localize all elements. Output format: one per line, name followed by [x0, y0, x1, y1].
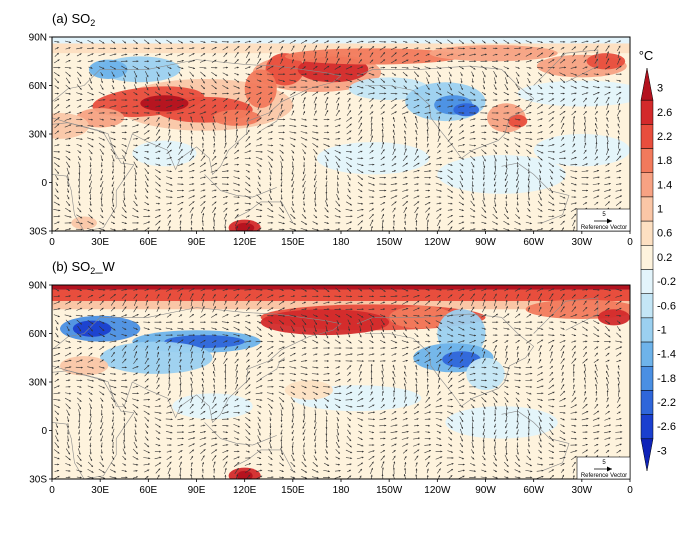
panel-a-lon-label: 150W	[376, 237, 403, 248]
svg-text:5: 5	[602, 212, 606, 218]
colorbar-label: 2.2	[657, 131, 672, 143]
colorbar-label: 0.2	[657, 252, 672, 264]
panel-a-lat-label: 90N	[29, 33, 47, 44]
panel-a-lon-label: 90E	[188, 237, 206, 248]
panel-a-lat-label: 30S	[29, 227, 47, 238]
colorbar-swatch	[640, 172, 654, 198]
panel-a-lon-label: 60E	[139, 237, 157, 248]
colorbar-swatch	[640, 390, 654, 415]
colorbar-swatch	[640, 366, 654, 391]
colorbar-label: 1.4	[657, 179, 672, 191]
colorbar-swatch	[640, 99, 654, 125]
svg-text:Reference Vector: Reference Vector	[581, 225, 627, 231]
colorbar-label: -3	[657, 445, 667, 457]
panel-a-lon-label: 120W	[424, 237, 451, 248]
colorbar-label: -2.6	[657, 421, 676, 433]
panel-a-lon-label: 180	[333, 237, 350, 248]
panel-a-lon-label: 30W	[572, 237, 593, 248]
colorbar-swatch	[640, 438, 654, 472]
panel-a-lon-label: 90W	[475, 237, 496, 248]
panel-b-title: (b) SO2_W	[52, 259, 116, 276]
panel-b-lon-label: 180	[333, 485, 350, 496]
colorbar-label: -2.2	[657, 397, 676, 409]
panel-b-lon-label: 120W	[424, 485, 451, 496]
colorbar-unit: °C	[639, 48, 654, 63]
panel-b-lon-label: 0	[627, 485, 633, 496]
colorbar-label: -0.6	[657, 300, 676, 312]
panel-b-lon-label: 150E	[281, 485, 305, 496]
colorbar-swatch	[640, 148, 654, 173]
colorbar-label: -0.2	[657, 276, 676, 288]
colorbar-swatch	[640, 245, 654, 270]
colorbar-label: 2.6	[657, 107, 672, 119]
panel-b-lon-label: 120E	[233, 485, 257, 496]
panel-b-lat-label: 90N	[29, 281, 47, 292]
panel-a-lat-label: 60N	[29, 81, 47, 92]
colorbar-label: -1	[657, 324, 667, 336]
colorbar-label: 1.8	[657, 155, 672, 167]
panel-b-lat-label: 30S	[29, 475, 47, 486]
panel-b-lon-label: 0	[49, 485, 55, 496]
panel-b-map	[52, 285, 630, 479]
panel-a-lon-label: 0	[49, 237, 55, 248]
panel-a-lon-label: 0	[627, 237, 633, 248]
colorbar-label: 1	[657, 204, 663, 216]
panel-a-lon-label: 150E	[281, 237, 305, 248]
panel-a-lon-label: 30E	[91, 237, 109, 248]
colorbar-label: -1.8	[657, 373, 676, 385]
panel-b-lon-label: 90W	[475, 485, 496, 496]
panel-a-title: (a) SO2	[52, 11, 95, 28]
colorbar-swatch	[640, 293, 654, 319]
colorbar-label: -1.4	[657, 349, 676, 361]
colorbar-swatch	[640, 269, 654, 294]
colorbar: °C 3 2.6 2.2 1.8 1.4 1 0.6 0.2 -0.2 -0.6 -1 -1.4 -1.…	[639, 48, 676, 472]
colorbar-label: 0.6	[657, 228, 672, 240]
panel-a-lon-label: 120E	[233, 237, 257, 248]
panel-b-reference-vector: 5 Reference Vector	[576, 456, 631, 480]
panel-b-lat-label: 60N	[29, 329, 47, 340]
panel-b-lon-label: 60W	[523, 485, 544, 496]
panel-b-lon-label: 60E	[139, 485, 157, 496]
colorbar-label: 3	[657, 83, 663, 95]
colorbar-swatch	[640, 341, 654, 367]
panel-a-lon-label: 60W	[523, 237, 544, 248]
colorbar-swatch	[640, 67, 654, 101]
colorbar-swatch	[640, 196, 654, 222]
panel-a-lat-label: 30N	[29, 130, 47, 141]
panel-b-lon-label: 150W	[376, 485, 403, 496]
panel-a-map	[52, 37, 630, 231]
colorbar-swatch	[640, 124, 654, 149]
panel-b-lat-label: 0	[41, 426, 47, 437]
panel-b-lon-label: 90E	[188, 485, 206, 496]
colorbar-swatch	[640, 220, 654, 246]
panel-b-lon-label: 30E	[91, 485, 109, 496]
panel-a-reference-vector: 5 Reference Vector	[576, 208, 631, 232]
panel-b-lon-label: 30W	[572, 485, 593, 496]
colorbar-swatch	[640, 414, 654, 440]
panel-a-lat-label: 0	[41, 178, 47, 189]
panel-b-lat-label: 30N	[29, 378, 47, 389]
colorbar-swatch	[640, 317, 654, 343]
